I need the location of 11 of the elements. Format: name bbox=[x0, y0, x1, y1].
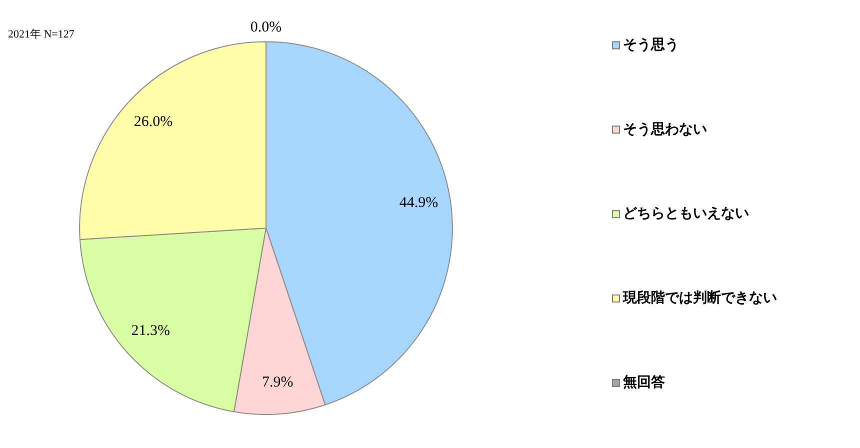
legend-label: 無回答 bbox=[622, 374, 665, 391]
legend-label: そう思う bbox=[623, 36, 679, 53]
legend-label: そう思わない bbox=[623, 121, 707, 138]
text: 0.0% bbox=[250, 20, 282, 36]
data-label: 44.9% bbox=[399, 195, 438, 212]
data-label: 21.3% bbox=[131, 323, 170, 340]
data-label: 7.9% bbox=[262, 374, 294, 390]
data-label: 26.0% bbox=[134, 114, 173, 130]
chart-title: 2021年 N=127 bbox=[8, 28, 75, 40]
legend-label: どちらともいえない bbox=[623, 206, 749, 222]
legend-label: 現段階では判断できない bbox=[622, 290, 777, 306]
